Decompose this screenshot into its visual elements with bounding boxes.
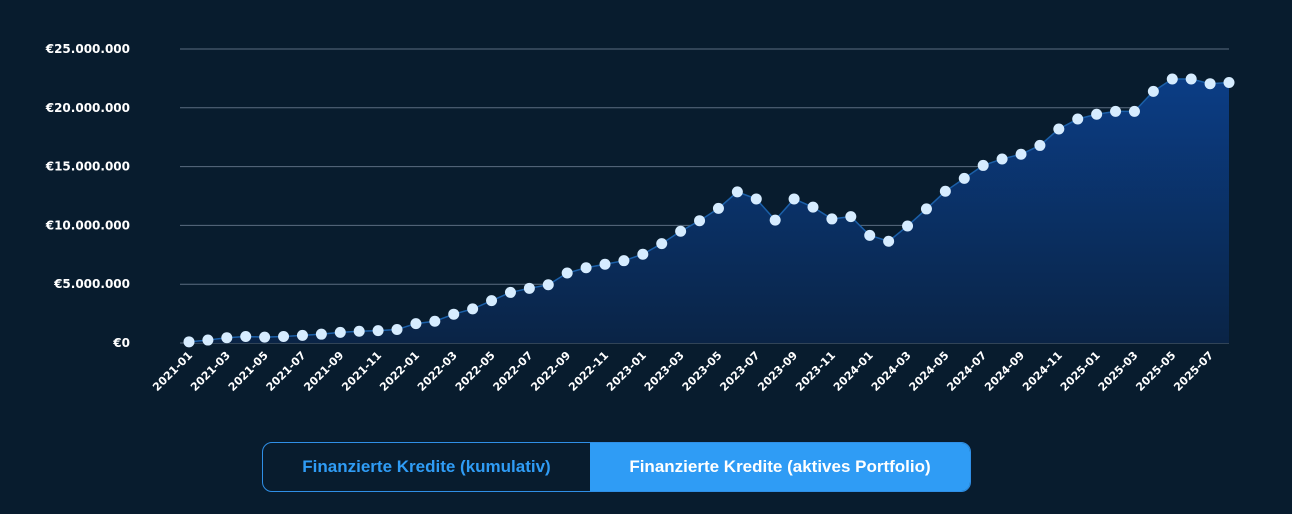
data-point-2021-11[interactable] xyxy=(372,325,384,337)
y-axis-ticks: €25.000.000 €20.000.000 €15.000.000 €10.000… xyxy=(45,42,130,350)
data-point-2022-10[interactable] xyxy=(580,262,592,274)
y-tick-label: €25.000.000 xyxy=(45,42,130,56)
data-point-2024-05[interactable] xyxy=(939,185,951,197)
data-point-2024-11[interactable] xyxy=(1053,123,1065,135)
data-point-2023-12[interactable] xyxy=(845,211,857,223)
data-point-2021-09[interactable] xyxy=(334,326,346,338)
x-tick-label: 2021-03 xyxy=(188,349,233,394)
loan-portfolio-chart: €25.000.000 €20.000.000 €15.000.000 €10.000… xyxy=(45,42,1235,394)
y-tick-label: €10.000.000 xyxy=(45,218,130,232)
y-tick-label: €20.000.000 xyxy=(45,101,130,115)
data-point-2023-05[interactable] xyxy=(712,202,724,214)
data-point-2022-02[interactable] xyxy=(429,315,441,327)
x-tick-label: 2023-03 xyxy=(642,349,687,394)
series-area xyxy=(189,78,1229,343)
x-axis-ticks: 2021-012021-032021-052021-072021-092021-… xyxy=(150,349,1216,394)
data-point-2025-01[interactable] xyxy=(1091,108,1103,120)
data-point-2024-07[interactable] xyxy=(977,159,989,171)
data-point-2022-03[interactable] xyxy=(448,308,460,320)
data-point-2024-03[interactable] xyxy=(902,220,914,232)
x-tick-label: 2025-01 xyxy=(1058,349,1103,394)
x-tick-label: 2024-05 xyxy=(907,349,952,394)
x-tick-label: 2024-09 xyxy=(982,349,1027,394)
data-point-2021-10[interactable] xyxy=(353,325,365,337)
y-tick-label: €0 xyxy=(112,336,130,350)
data-point-2021-06[interactable] xyxy=(278,331,290,343)
cumulative-button[interactable]: Finanzierte Kredite (kumulativ) xyxy=(302,457,551,476)
x-tick-label: 2022-07 xyxy=(491,349,536,394)
data-point-2024-10[interactable] xyxy=(1034,139,1046,151)
data-point-2024-01[interactable] xyxy=(864,229,876,241)
data-point-2022-12[interactable] xyxy=(618,255,630,267)
data-point-2024-04[interactable] xyxy=(920,203,932,215)
x-tick-label: 2024-03 xyxy=(869,349,914,394)
x-tick-label: 2024-01 xyxy=(831,349,876,394)
data-point-2023-06[interactable] xyxy=(731,186,743,198)
data-point-2022-09[interactable] xyxy=(561,267,573,279)
data-point-2022-11[interactable] xyxy=(599,258,611,270)
data-point-2025-05[interactable] xyxy=(1166,73,1178,85)
data-point-2022-07[interactable] xyxy=(523,282,535,294)
data-point-2021-07[interactable] xyxy=(296,329,308,341)
data-point-2022-06[interactable] xyxy=(504,286,516,298)
y-tick-label: €5.000.000 xyxy=(53,277,130,291)
data-point-2025-08[interactable] xyxy=(1223,77,1235,89)
data-point-2023-03[interactable] xyxy=(675,225,687,237)
series-points xyxy=(183,73,1235,348)
x-tick-label: 2025-03 xyxy=(1096,349,1141,394)
data-point-2022-01[interactable] xyxy=(410,318,422,330)
x-tick-label: 2022-01 xyxy=(377,349,422,394)
y-tick-label: €15.000.000 xyxy=(45,160,130,174)
active-portfolio-button[interactable]: Finanzierte Kredite (aktives Portfolio) xyxy=(590,443,970,491)
x-tick-label: 2023-01 xyxy=(604,349,649,394)
x-tick-label: 2021-09 xyxy=(301,349,346,394)
x-tick-label: 2021-05 xyxy=(226,349,271,394)
data-point-2025-06[interactable] xyxy=(1185,73,1197,85)
data-point-2024-02[interactable] xyxy=(883,235,895,247)
series-toggle: Finanzierte Kredite (kumulativ) Finanzie… xyxy=(262,442,971,492)
x-tick-label: 2021-01 xyxy=(150,349,195,394)
data-point-2023-08[interactable] xyxy=(769,214,781,226)
x-tick-label: 2024-11 xyxy=(1020,349,1065,394)
data-point-2022-05[interactable] xyxy=(486,295,498,307)
x-tick-label: 2023-11 xyxy=(793,349,838,394)
x-tick-label: 2024-07 xyxy=(944,349,989,394)
data-point-2022-08[interactable] xyxy=(542,279,554,291)
data-point-2021-03[interactable] xyxy=(221,332,233,344)
x-tick-label: 2023-09 xyxy=(755,349,800,394)
x-tick-label: 2022-09 xyxy=(528,349,573,394)
data-point-2023-07[interactable] xyxy=(750,193,762,205)
data-point-2021-01[interactable] xyxy=(183,336,195,348)
x-tick-label: 2023-07 xyxy=(717,349,762,394)
data-point-2021-04[interactable] xyxy=(240,331,252,343)
x-tick-label: 2021-07 xyxy=(264,349,309,394)
x-tick-label: 2021-11 xyxy=(339,349,384,394)
x-tick-label: 2022-03 xyxy=(415,349,460,394)
data-point-2024-12[interactable] xyxy=(1072,113,1084,125)
x-tick-label: 2023-05 xyxy=(680,349,725,394)
data-point-2022-04[interactable] xyxy=(467,303,479,315)
data-point-2025-02[interactable] xyxy=(1110,105,1122,117)
data-point-2023-02[interactable] xyxy=(656,238,668,250)
data-point-2024-09[interactable] xyxy=(1015,148,1027,160)
data-point-2023-01[interactable] xyxy=(637,248,649,260)
data-point-2024-06[interactable] xyxy=(958,172,970,184)
data-point-2024-08[interactable] xyxy=(996,153,1008,165)
x-tick-label: 2025-07 xyxy=(1171,349,1216,394)
data-point-2025-03[interactable] xyxy=(1128,105,1140,117)
data-point-2021-05[interactable] xyxy=(259,331,271,343)
x-tick-label: 2022-11 xyxy=(566,349,611,394)
x-tick-label: 2022-05 xyxy=(453,349,498,394)
data-point-2021-12[interactable] xyxy=(391,323,403,335)
data-point-2023-11[interactable] xyxy=(826,213,838,225)
data-point-2025-04[interactable] xyxy=(1147,85,1159,97)
data-point-2023-10[interactable] xyxy=(807,201,819,213)
x-tick-label: 2025-05 xyxy=(1133,349,1178,394)
data-point-2021-02[interactable] xyxy=(202,334,214,346)
data-point-2025-07[interactable] xyxy=(1204,78,1216,90)
data-point-2021-08[interactable] xyxy=(315,328,327,340)
data-point-2023-09[interactable] xyxy=(788,193,800,205)
data-point-2023-04[interactable] xyxy=(694,215,706,227)
